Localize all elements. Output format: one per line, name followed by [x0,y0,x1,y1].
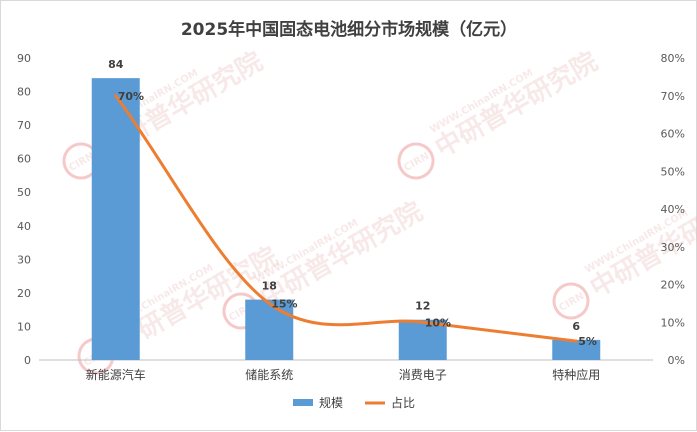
right-axis-tick-label: 10% [661,316,685,329]
chart-title: 2025年中国固态电池细分市场规模（亿元） [181,19,517,40]
legend-line-label: 占比 [391,395,415,410]
watermark-brand-text: 中研普华研究院 [255,196,428,314]
bar [398,319,447,360]
category-labels: 新能源汽车 储能系统 消费电子 特种应用 [86,367,601,382]
line-point [114,94,118,98]
right-axis-tick-label: 0% [668,354,685,367]
left-axis-ticks: 0 10 20 30 40 50 60 70 80 90 [17,52,31,367]
line-data-label: 5% [578,335,597,348]
line-point [267,301,271,305]
line-series [114,94,578,343]
bar-series [91,78,601,360]
watermark-logo-text: CIRN [557,291,586,314]
right-axis-tick-label: 30% [661,241,685,254]
left-axis-tick-label: 50 [17,186,31,199]
bar-data-label: 84 [108,58,124,71]
left-axis-tick-label: 80 [17,86,31,99]
watermark-brand-text: 中研普华研究院 [430,46,603,164]
line-point [574,339,578,343]
left-axis-tick-label: 10 [17,320,31,333]
watermark-logo-text: CIRN [402,151,431,174]
line-data-label: 15% [271,297,297,310]
right-axis-tick-label: 70% [661,90,685,103]
bar [245,299,294,360]
x-axis-tick-label: 特种应用 [552,367,600,382]
line-data-label: 70% [118,90,144,103]
bar-data-label: 6 [572,320,580,333]
legend-bar-swatch [293,399,313,406]
x-axis-tick-label: 消费电子 [399,368,447,382]
left-axis-tick-label: 90 [17,52,31,65]
right-axis-tick-label: 80% [661,52,685,65]
bar [552,339,601,360]
left-axis-tick-label: 30 [17,253,31,266]
left-axis-tick-label: 60 [17,153,31,166]
bar [91,78,140,360]
right-axis-tick-label: 40% [661,203,685,216]
bar-data-label: 12 [415,300,430,313]
data-labels: 84 18 12 6 70% 15% 10% 5% [108,58,597,348]
left-axis-tick-label: 20 [17,287,31,300]
line-point [421,320,425,324]
legend-bar-label: 规模 [319,395,343,410]
left-axis-tick-label: 0 [24,354,31,367]
legend: 规模 占比 [293,395,415,410]
left-axis-tick-label: 40 [17,220,31,233]
watermark-logo-ring [552,282,590,320]
right-axis-ticks: 0% 10% 20% 30% 40% 50% 60% 70% 80% [661,52,685,367]
right-axis-tick-label: 50% [661,165,685,178]
watermark-logo-ring [397,142,435,180]
right-axis-tick-label: 20% [661,279,685,292]
x-axis-tick-label: 储能系统 [245,367,293,382]
left-axis-tick-label: 70 [17,119,31,132]
x-axis-tick-label: 新能源汽车 [86,367,146,382]
line-data-label: 10% [425,316,451,329]
line-path [114,94,578,343]
right-axis-tick-label: 60% [661,128,685,141]
bar-data-label: 18 [262,280,277,293]
